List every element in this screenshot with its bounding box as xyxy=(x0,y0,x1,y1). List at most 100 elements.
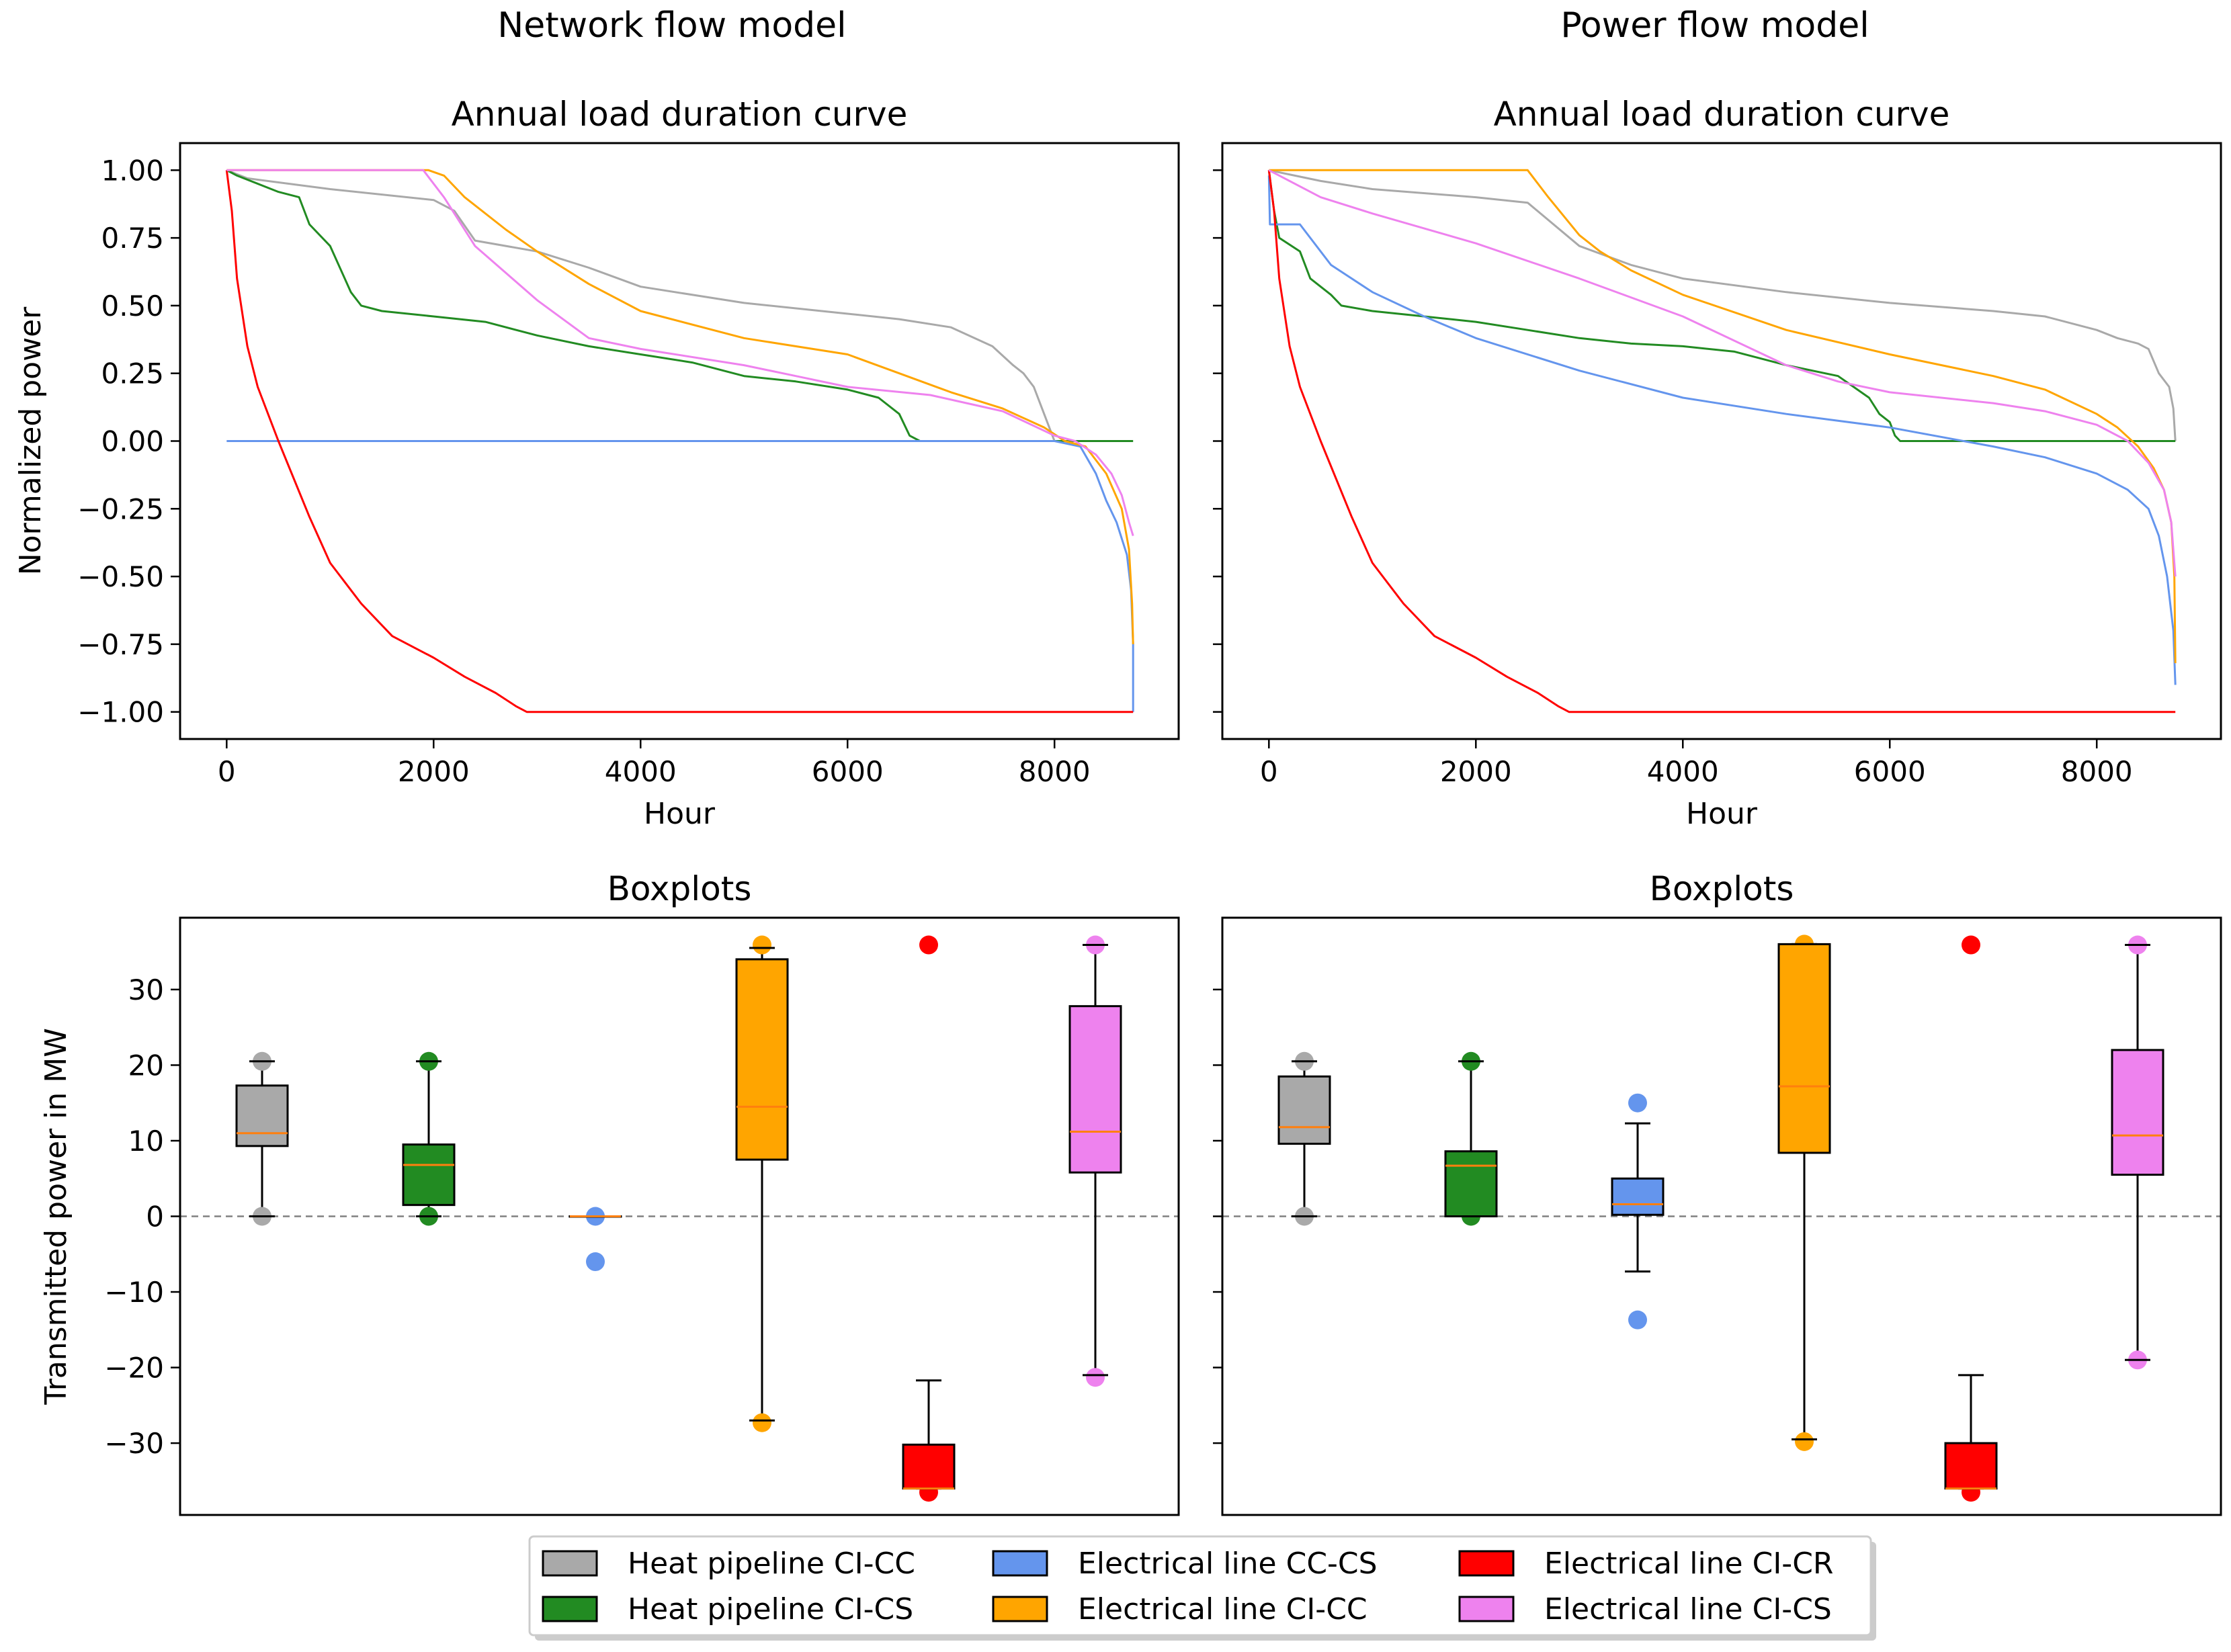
legend-swatch xyxy=(542,1596,598,1622)
box-electrical-line-ci-cc xyxy=(735,935,789,1432)
legend-swatch xyxy=(542,1550,598,1577)
axes-frame xyxy=(1221,142,2222,740)
chart-title: Boxplots xyxy=(607,869,752,908)
line-heat-pipeline-ci-cs xyxy=(1267,170,2176,442)
chart-title: Annual load duration curve xyxy=(452,95,908,134)
line-electrical-line-cc-cs xyxy=(226,440,1134,712)
box-body xyxy=(1777,943,1831,1154)
y-axis-label: Transmitted power in MW xyxy=(39,1028,73,1405)
x-tick-label: 8000 xyxy=(2061,755,2133,788)
chart-ldc-power: Annual load duration curve 0 2000 4000 6000 8… xyxy=(1213,95,2222,831)
line-electrical-line-ci-cc xyxy=(226,169,1134,644)
legend-label: Electrical line CI-CR xyxy=(1544,1547,1833,1581)
x-tick-label: 6000 xyxy=(812,755,884,788)
x-tick-label: 6000 xyxy=(1854,755,1926,788)
x-tick-label: 0 xyxy=(218,755,236,788)
box-electrical-line-ci-cs xyxy=(1068,935,1122,1387)
box-body xyxy=(735,958,789,1161)
y-tick-label: 0 xyxy=(146,1201,164,1233)
box-heat-pipeline-ci-cs xyxy=(1444,1051,1498,1226)
legend-frame xyxy=(528,1535,1872,1637)
y-tick-label: 0.25 xyxy=(101,357,164,390)
y-tick-label: 30 xyxy=(128,973,164,1006)
box-body xyxy=(402,1143,456,1207)
box-body xyxy=(1611,1177,1665,1216)
flier-point xyxy=(1795,1432,1814,1451)
box-body xyxy=(1444,1150,1498,1217)
x-tick-label: 2000 xyxy=(1440,755,1512,788)
legend-swatch xyxy=(992,1550,1048,1577)
legend-item-electrical-line-ci-cr: Electrical line CI-CR xyxy=(1458,1547,1833,1581)
line-heat-pipeline-ci-cs xyxy=(226,169,1134,442)
box-electrical-line-cc-cs xyxy=(569,1207,622,1272)
y-tick-label: −20 xyxy=(104,1352,164,1385)
chart-ldc-network: Annual load duration curve 1.00 0.75 0.50 0.… xyxy=(13,95,1180,831)
legend-item-heat-pipeline-ci-cs: Heat pipeline CI-CS xyxy=(542,1592,913,1626)
legend-item-electrical-line-cc-cs: Electrical line CC-CS xyxy=(992,1547,1378,1581)
box-body xyxy=(235,1084,289,1147)
column-title-network: Network flow model xyxy=(497,5,846,46)
x-axis-label: Hour xyxy=(644,797,716,831)
legend-label: Electrical line CC-CS xyxy=(1078,1547,1378,1581)
line-electrical-line-cc-cs xyxy=(1267,175,2177,685)
box-body xyxy=(2111,1049,2164,1176)
column-title-power: Power flow model xyxy=(1560,5,1869,46)
flier-point xyxy=(586,1252,605,1272)
y-tick-label: 20 xyxy=(128,1049,164,1082)
line-electrical-line-ci-cr xyxy=(225,170,1134,713)
y-tick-label: −0.25 xyxy=(77,492,164,525)
legend-item-electrical-line-ci-cs: Electrical line CI-CS xyxy=(1458,1592,1832,1626)
legend-item-electrical-line-ci-cc: Electrical line CI-CC xyxy=(992,1592,1367,1626)
legend-label: Heat pipeline CI-CS xyxy=(628,1592,913,1626)
x-tick-label: 4000 xyxy=(1647,755,1719,788)
box-body xyxy=(1944,1442,1998,1490)
line-heat-pipeline-ci-cc xyxy=(1268,169,2177,441)
box-electrical-line-ci-cr xyxy=(1944,935,1998,1502)
box-heat-pipeline-ci-cc xyxy=(1277,1051,1331,1226)
flier-point xyxy=(1962,935,1980,955)
legend-item-heat-pipeline-ci-cc: Heat pipeline CI-CC xyxy=(542,1547,915,1581)
box-heat-pipeline-ci-cs xyxy=(402,1051,456,1226)
x-tick-label: 2000 xyxy=(398,755,470,788)
y-axis-label: Normalized power xyxy=(13,306,48,575)
y-tick-label: 0.50 xyxy=(101,290,164,322)
x-tick-label: 4000 xyxy=(605,755,677,788)
flier-point xyxy=(753,1413,771,1432)
legend-label: Electrical line CI-CS xyxy=(1544,1592,1832,1626)
line-electrical-line-ci-cr xyxy=(1267,170,2176,713)
chart-box-network: Boxplots 30 20 10 0 −10 −20 −30 Transmitted powe… xyxy=(39,869,1180,1516)
x-axis-label: Hour xyxy=(1686,797,1758,831)
chart-title: Annual load duration curve xyxy=(1494,95,1950,134)
legend: Heat pipeline CI-CC Heat pipeline CI-CS El… xyxy=(528,1535,1876,1641)
y-tick-label: 0.00 xyxy=(101,425,164,458)
flier-point xyxy=(753,935,771,955)
chart-title: Boxplots xyxy=(1650,869,1794,908)
flier-point xyxy=(919,935,938,955)
y-tick-label: 0.75 xyxy=(101,222,164,255)
flier-point xyxy=(1086,1368,1105,1387)
legend-label: Heat pipeline CI-CC xyxy=(628,1547,915,1581)
line-heat-pipeline-ci-cc xyxy=(226,169,1065,442)
x-tick-label: 0 xyxy=(1260,755,1278,788)
line-electrical-line-ci-cc xyxy=(1269,169,2177,664)
axes-frame xyxy=(179,916,1180,1516)
box-body xyxy=(1068,1005,1122,1174)
legend-swatch xyxy=(992,1596,1048,1622)
box-electrical-line-ci-cr xyxy=(902,935,956,1502)
x-tick-label: 8000 xyxy=(1019,755,1091,788)
flier-point xyxy=(1628,1310,1647,1330)
legend-swatch xyxy=(1458,1596,1515,1622)
box-body xyxy=(1277,1075,1331,1145)
box-body xyxy=(902,1443,956,1490)
y-tick-label: −30 xyxy=(104,1427,164,1460)
axes-frame xyxy=(1221,916,2222,1516)
y-tick-label: −1.00 xyxy=(77,696,164,729)
box-heat-pipeline-ci-cc xyxy=(235,1051,289,1226)
y-tick-label: −10 xyxy=(104,1276,164,1309)
chart-box-power: Boxplots xyxy=(1213,869,2222,1516)
y-tick-label: 1.00 xyxy=(101,154,164,187)
y-tick-label: 10 xyxy=(128,1125,164,1158)
legend-label: Electrical line CI-CC xyxy=(1078,1592,1367,1626)
legend-swatch xyxy=(1458,1550,1515,1577)
